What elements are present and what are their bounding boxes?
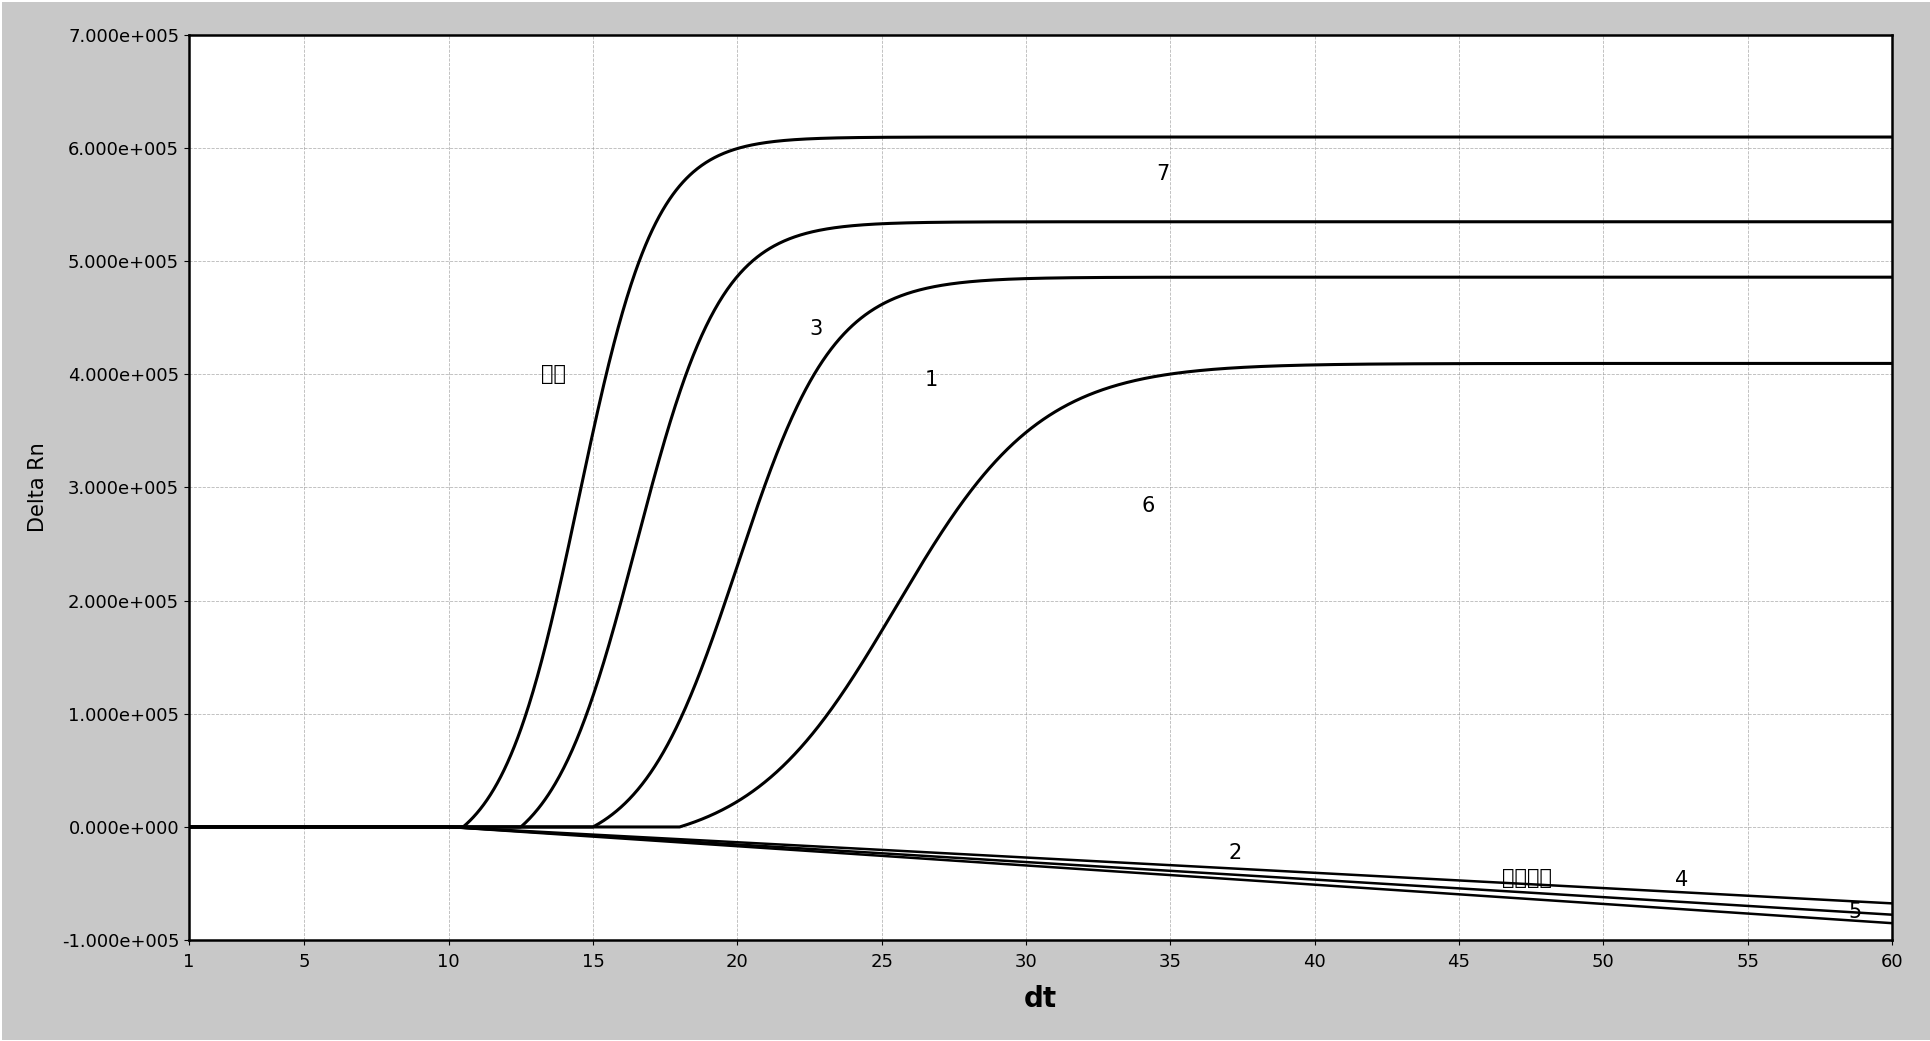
Text: 7: 7 (1156, 163, 1168, 183)
Text: 6: 6 (1141, 497, 1154, 516)
X-axis label: dt: dt (1023, 985, 1056, 1013)
Text: 1: 1 (924, 370, 938, 389)
Y-axis label: Delta Rn: Delta Rn (27, 442, 48, 532)
Text: 4: 4 (1675, 870, 1689, 890)
Text: 阴性对照: 阴性对照 (1502, 867, 1552, 888)
Text: 5: 5 (1847, 902, 1861, 921)
Text: 阳性: 阳性 (540, 364, 565, 384)
Text: 3: 3 (809, 319, 822, 338)
Text: 2: 2 (1227, 842, 1241, 863)
